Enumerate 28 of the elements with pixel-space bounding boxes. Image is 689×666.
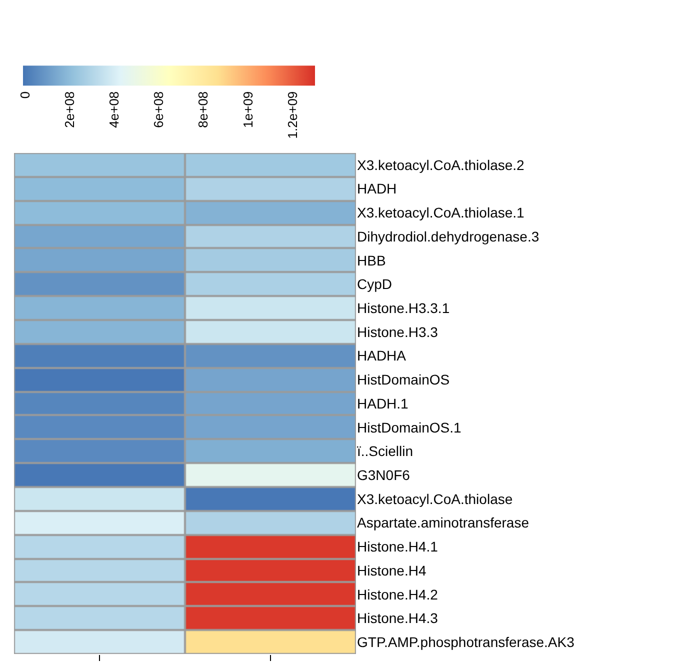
y-tick-label: Histone.H4.1 — [357, 538, 438, 555]
color-bar-label: 1.2e+09 — [284, 91, 300, 139]
y-tick-label: X3.ketoacyl.CoA.thiolase.2 — [357, 156, 525, 173]
y-tick-label: Histone.H3.3.1 — [357, 300, 450, 316]
y-tick-label: Histone.H4.3 — [357, 610, 438, 626]
y-tick-label: HistDomainOS — [357, 372, 450, 388]
y-tick-label: ï..Sciellin — [357, 443, 414, 460]
color-bar-label: 4e+08 — [106, 91, 122, 128]
y-tick-label: HADH.1 — [357, 395, 409, 412]
color-bar-label: 1e+09 — [240, 91, 256, 128]
color-bar-label: 6e+08 — [151, 91, 166, 128]
y-tick-label: X3.ketoacyl.CoA.thiolase.1 — [357, 204, 525, 221]
y-tick-label: HBB — [357, 252, 386, 268]
y-tick-label: G3N0F6 — [357, 466, 410, 483]
y-tick-label: HADH — [357, 180, 397, 197]
y-tick-label: Aspartate.aminotransferase — [357, 514, 530, 531]
color-bar-label: 2e+08 — [62, 91, 78, 128]
color-bar-label: 0 — [17, 91, 32, 99]
y-tick-label: Histone.H4.2 — [357, 586, 438, 602]
y-tick-label: HistDomainOS.1 — [357, 419, 462, 436]
y-tick-label: Histone.H4 — [357, 562, 426, 578]
y-tick-label: X3.ketoacyl.CoA.thiolase — [357, 490, 513, 507]
y-tick-label: HADHA — [357, 348, 407, 364]
y-tick-label: Dihydrodiol.dehydrogenase.3 — [357, 228, 540, 244]
y-tick-label: CypD — [357, 276, 392, 292]
y-tick-label: Histone.H3.3 — [357, 324, 438, 340]
y-tick-label: GTP.AMP.phosphotransferase.AK3 — [357, 634, 575, 650]
color-bar-label: 8e+08 — [196, 91, 211, 128]
